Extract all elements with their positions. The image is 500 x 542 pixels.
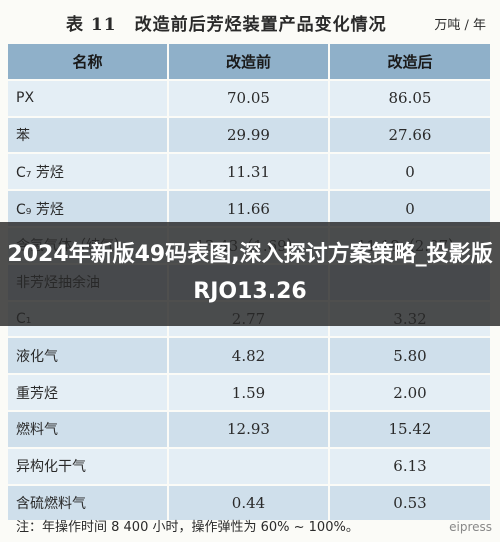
unit-label: 万吨 / 年	[434, 18, 486, 33]
table-row: 液化气 4.82 5.80	[8, 336, 490, 375]
row-after: 27.66	[328, 115, 490, 154]
header-after: 改造后	[328, 44, 490, 80]
row-before: 0.44	[167, 483, 329, 522]
row-after: 5.80	[328, 336, 490, 375]
row-name: 苯	[8, 115, 168, 154]
row-before: 29.99	[167, 115, 329, 154]
row-before: 4.82	[167, 336, 329, 375]
row-after: 2.00	[328, 373, 490, 412]
table-row: 燃料气 12.93 15.42	[8, 409, 490, 449]
row-name: 含硫燃料气	[8, 483, 168, 522]
row-after: 86.05	[328, 78, 490, 118]
row-after: 0.53	[328, 483, 490, 522]
table-row: C₉ 芳烃 11.66 0	[8, 189, 490, 228]
table-row: C₇ 芳烃 11.31 0	[8, 152, 490, 191]
row-before: 11.31	[167, 152, 329, 191]
row-before	[167, 446, 329, 486]
header-name: 名称	[8, 44, 168, 80]
row-before: 12.93	[167, 409, 329, 449]
row-before: 70.05	[167, 78, 329, 118]
table-row: PX 70.05 86.05	[8, 78, 490, 118]
watermark: eipress	[449, 520, 492, 534]
table-note: 注：年操作时间 8 400 小时，操作弹性为 60% ~ 100%。	[16, 520, 359, 535]
table-header-row: 名称 改造前 改造后	[8, 44, 490, 80]
row-after: 0	[328, 152, 490, 191]
row-name: 异构化干气	[8, 446, 168, 486]
table-title: 表 11 改造前后芳烃装置产品变化情况	[66, 15, 387, 35]
table-row: 苯 29.99 27.66	[8, 115, 490, 154]
table-caption: 表 11 改造前后芳烃装置产品变化情况 万吨 / 年	[0, 10, 500, 36]
row-name: PX	[8, 78, 168, 118]
row-after: 6.13	[328, 446, 490, 486]
row-name: 重芳烃	[8, 373, 168, 412]
row-after: 0	[328, 189, 490, 228]
row-name: C₇ 芳烃	[8, 152, 168, 191]
table-row: 异构化干气 6.13	[8, 446, 490, 486]
row-name: 液化气	[8, 336, 168, 375]
overlay-banner	[0, 222, 500, 326]
header-before: 改造前	[167, 44, 329, 80]
table-row: 重芳烃 1.59 2.00	[8, 373, 490, 412]
row-name: 燃料气	[8, 409, 168, 449]
row-before: 1.59	[167, 373, 329, 412]
row-name: C₉ 芳烃	[8, 189, 168, 228]
banner-text: 2024年新版49码表图,深入探讨方案策略_投影版RJO13.26	[7, 242, 493, 304]
row-after: 15.42	[328, 409, 490, 449]
table-row: 含硫燃料气 0.44 0.53	[8, 483, 490, 522]
